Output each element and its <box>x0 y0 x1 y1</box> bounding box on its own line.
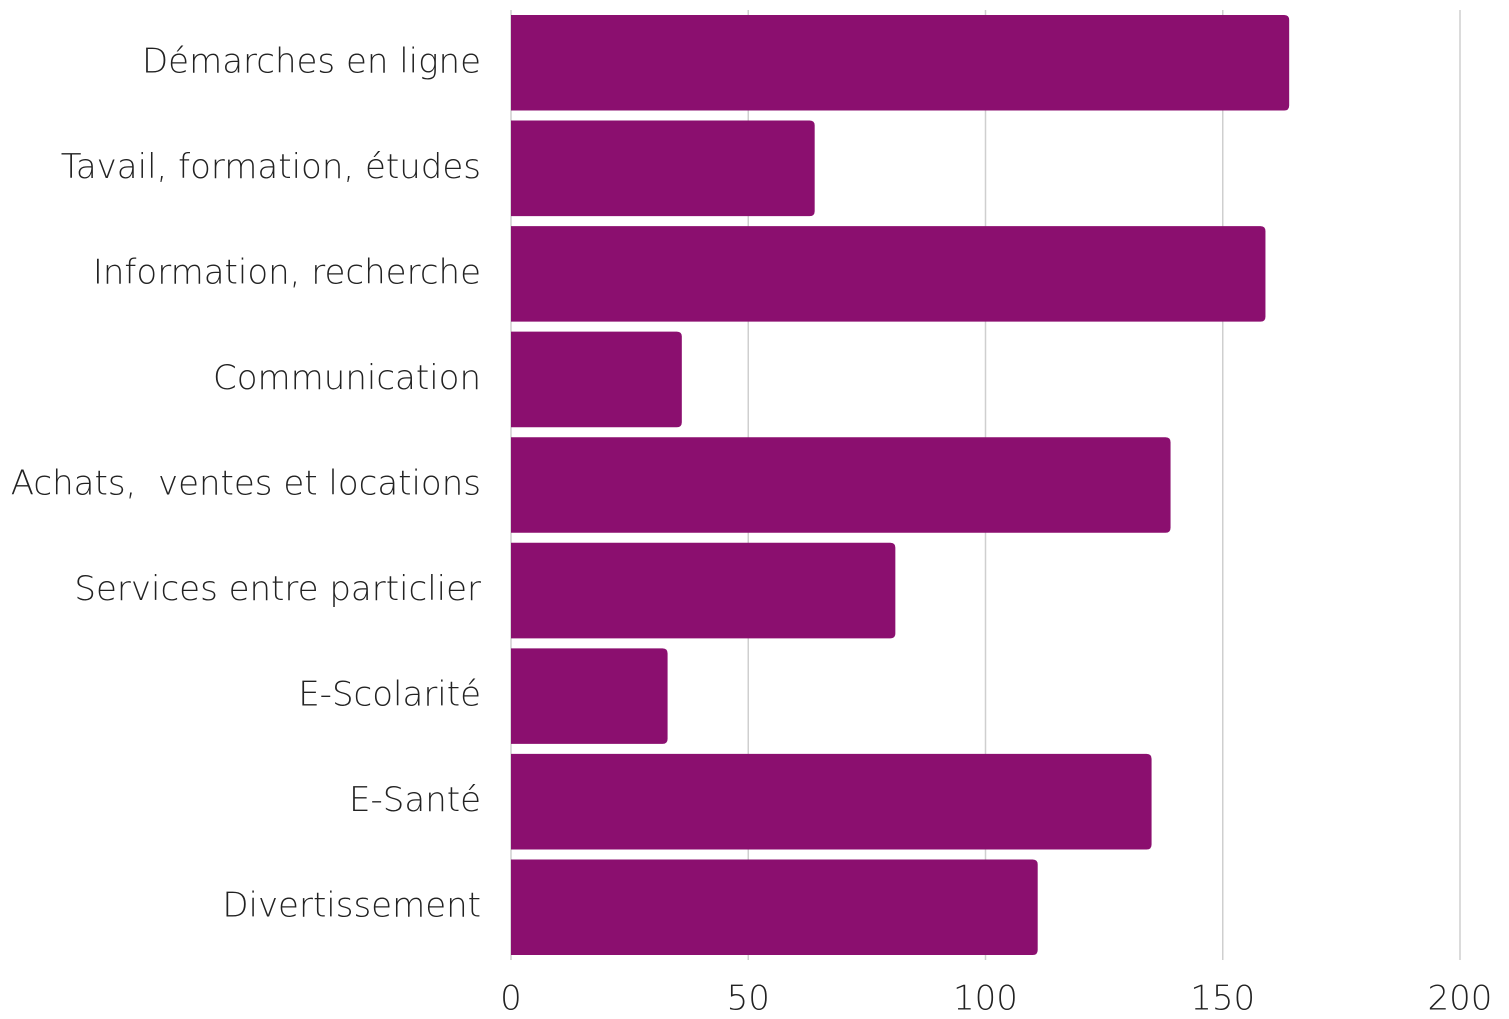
bar <box>511 437 1171 533</box>
y-tick-label: E-Scolarité <box>298 675 481 715</box>
bar <box>511 331 682 428</box>
y-tick-label: Tavail, formation, études <box>61 147 481 187</box>
bar <box>511 120 815 217</box>
y-tick-label: Démarches en ligne <box>142 41 481 81</box>
y-tick-label: Communication <box>213 358 481 398</box>
bar <box>511 226 1266 322</box>
y-tick-label: E-Santé <box>349 780 481 820</box>
y-tick-label: Divertissement <box>222 886 481 926</box>
y-tick-label: Information, recherche <box>93 252 481 292</box>
x-tick-label: 150 <box>1190 979 1255 1019</box>
bar <box>511 859 1038 955</box>
x-tick-label: 100 <box>953 979 1018 1019</box>
bar <box>511 542 896 639</box>
bar <box>511 15 1290 111</box>
bar <box>511 753 1152 850</box>
y-tick-label: Achats, ventes et locations <box>11 464 481 504</box>
x-tick-label: 0 <box>500 979 522 1019</box>
x-tick-label: 200 <box>1428 979 1493 1019</box>
x-tick-label: 50 <box>727 979 770 1019</box>
y-tick-label: Services entre particlier <box>74 569 481 609</box>
bar <box>511 648 668 744</box>
